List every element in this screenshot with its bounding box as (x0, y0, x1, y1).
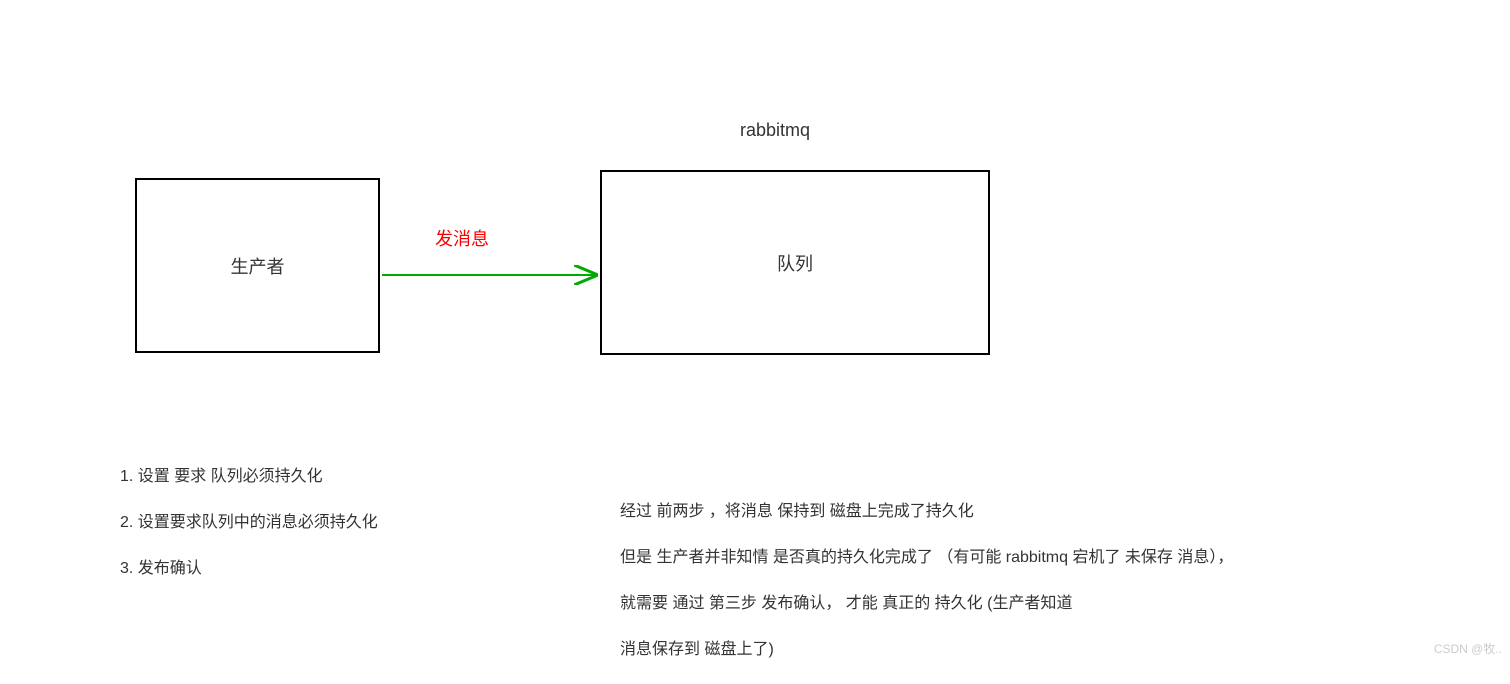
note-left-item: 1. 设置 要求 队列必须持久化 (120, 465, 378, 489)
producer-label: 生产者 (231, 253, 285, 279)
arrow-icon (380, 255, 602, 295)
queue-label: 队列 (777, 250, 813, 276)
arrow-label: 发消息 (435, 225, 489, 251)
watermark: CSDN @牧.. (1434, 640, 1502, 657)
producer-box: 生产者 (135, 178, 380, 353)
note-left-item: 3. 发布确认 (120, 557, 378, 581)
note-left-item: 2. 设置要求队列中的消息必须持久化 (120, 511, 378, 535)
rabbitmq-label: rabbitmq (740, 120, 810, 141)
note-right-item: 就需要 通过 第三步 发布确认， 才能 真正的 持久化 (生产者知道 (620, 592, 1233, 616)
note-right-item: 经过 前两步 ，将消息 保持到 磁盘上完成了持久化 (620, 500, 1233, 524)
notes-left: 1. 设置 要求 队列必须持久化 2. 设置要求队列中的消息必须持久化 3. 发… (120, 465, 378, 603)
note-right-item: 但是 生产者并非知情 是否真的持久化完成了 （有可能 rabbitmq 宕机了 … (620, 546, 1233, 570)
queue-box: 队列 (600, 170, 990, 355)
note-right-item: 消息保存到 磁盘上了) (620, 638, 1233, 662)
notes-right: 经过 前两步 ，将消息 保持到 磁盘上完成了持久化 但是 生产者并非知情 是否真… (620, 500, 1233, 684)
